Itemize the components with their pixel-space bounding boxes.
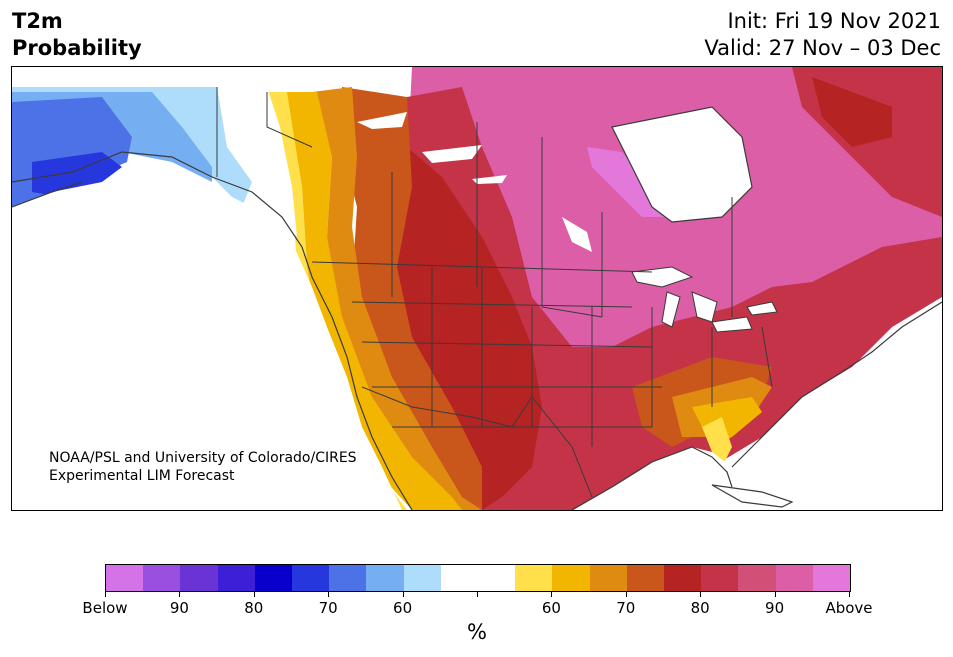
- gulf-ocean: [572, 447, 742, 510]
- colorbar-swatch: [664, 565, 702, 591]
- region-above-40-fl: [702, 417, 732, 467]
- colorbar-tick-label: Below: [82, 599, 128, 617]
- colorbar-tick-label: 80: [244, 599, 264, 617]
- credit-text: NOAA/PSL and University of Colorado/CIRE…: [49, 449, 357, 485]
- great-lakes: [631, 266, 778, 333]
- colorbar-swatch: [254, 565, 293, 591]
- region-above-60: [342, 87, 482, 510]
- region-above-max: [587, 147, 667, 217]
- colorbar-tick: [253, 591, 255, 597]
- colorbar-ticks: [105, 591, 851, 599]
- colorbar-tick-label: Above: [825, 599, 873, 617]
- valid-range: Valid: 27 Nov – 03 Dec: [704, 36, 941, 60]
- colorbar-swatch: [775, 565, 813, 591]
- region-above-55: [312, 87, 482, 510]
- colorbar-swatch: [440, 565, 479, 591]
- colorbar-tick: [105, 591, 106, 597]
- forecast-dates: Init: Fri 19 Nov 2021 Valid: 27 Nov – 03…: [704, 8, 941, 62]
- colorbar-tick-label: 90: [765, 599, 785, 617]
- map-svg: [12, 67, 942, 510]
- region-above-50: [282, 92, 462, 510]
- colorbar-tick-label: 60: [541, 599, 561, 617]
- colorbar-swatch: [478, 565, 516, 591]
- colorbar-tick: [179, 591, 181, 597]
- credit-line-2: Experimental LIM Forecast: [49, 468, 235, 484]
- colorbar-unit: %: [467, 620, 487, 644]
- map-title: T2m Probability: [12, 8, 142, 62]
- colorbar-swatch: [106, 565, 144, 591]
- colorbar-swatch: [143, 565, 181, 591]
- colorbar-swatch: [329, 565, 367, 591]
- probability-map: [11, 66, 943, 511]
- colorbar-tick: [700, 591, 702, 597]
- colorbar-swatch: [292, 565, 330, 591]
- colorbar-tick-label: 70: [616, 599, 636, 617]
- colorbar-tick-label: 90: [169, 599, 189, 617]
- colorbar-tick: [551, 591, 553, 597]
- title-line-2: Probability: [12, 36, 142, 60]
- colorbar-tick-label: 60: [393, 599, 413, 617]
- colorbar-tick: [328, 591, 330, 597]
- colorbar-swatch: [180, 565, 218, 591]
- region-below-70: [32, 152, 122, 197]
- canadian-lakes: [357, 112, 592, 252]
- colorbar-swatch: [701, 565, 739, 591]
- colorbar-tick-label: 80: [690, 599, 710, 617]
- colorbar-swatch: [812, 565, 851, 591]
- region-above-40: [262, 92, 407, 510]
- colorbar-swatch: [515, 565, 553, 591]
- region-above-70-ne: [812, 77, 892, 147]
- colorbar-swatch: [626, 565, 665, 591]
- colorbar-swatch: [589, 565, 627, 591]
- colorbar-swatch: [403, 565, 441, 591]
- colorbar-swatch: [217, 565, 255, 591]
- hudson-bay: [612, 107, 752, 222]
- atlantic-ocean: [732, 302, 942, 510]
- colorbar-tick: [849, 591, 850, 597]
- colorbar: [105, 564, 851, 592]
- init-date: Init: Fri 19 Nov 2021: [727, 9, 941, 33]
- coastlines: [12, 106, 942, 510]
- colorbar-tick-label: 70: [318, 599, 338, 617]
- colorbar-swatch: [552, 565, 590, 591]
- colorbar-tick: [402, 591, 404, 597]
- region-neutral: [212, 87, 297, 237]
- region-above-70: [392, 147, 542, 510]
- political-borders: [216, 87, 773, 498]
- colorbar-tick: [625, 591, 627, 597]
- colorbar-swatch: [738, 565, 776, 591]
- credit-line-1: NOAA/PSL and University of Colorado/CIRE…: [49, 450, 357, 466]
- colorbar-swatch: [366, 565, 404, 591]
- colorbar-tick: [477, 591, 478, 597]
- pacific-ocean: [12, 177, 402, 510]
- colorbar-tick: [774, 591, 776, 597]
- title-line-1: T2m: [12, 9, 63, 33]
